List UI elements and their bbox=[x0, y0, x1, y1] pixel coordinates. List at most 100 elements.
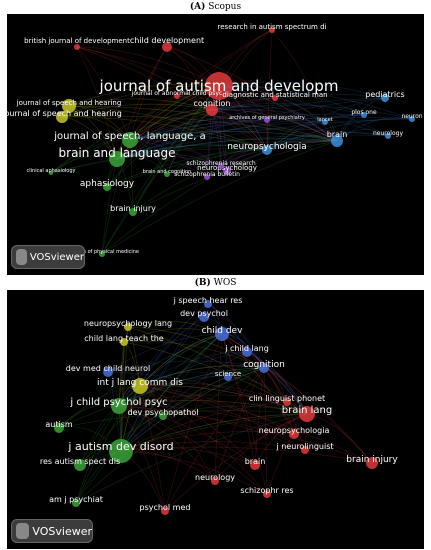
network-node[interactable] bbox=[199, 312, 209, 322]
network-node[interactable] bbox=[205, 72, 233, 100]
link-line bbox=[118, 405, 216, 482]
node-label: neuropsychologia bbox=[227, 142, 307, 152]
link-line bbox=[120, 431, 295, 452]
vosviewer-logo-text: VOSviewer bbox=[29, 251, 84, 263]
link-line bbox=[139, 333, 223, 387]
network-node[interactable] bbox=[204, 300, 212, 308]
link-line bbox=[129, 109, 213, 141]
link-line bbox=[221, 333, 373, 464]
vosviewer-logo: VOSviewer bbox=[11, 245, 85, 269]
network-node[interactable] bbox=[242, 347, 252, 357]
node-label: diagnostic and statistical man bbox=[222, 91, 327, 99]
node-label: neuron bbox=[401, 113, 422, 120]
node-label: j child psychol psyc bbox=[69, 397, 167, 408]
link-line bbox=[107, 333, 223, 373]
network-node[interactable] bbox=[223, 167, 231, 175]
network-node[interactable] bbox=[111, 398, 127, 414]
network-node[interactable] bbox=[129, 208, 137, 216]
link-line bbox=[120, 450, 268, 495]
link-line bbox=[123, 340, 265, 369]
network-node[interactable] bbox=[215, 327, 229, 341]
network-node[interactable] bbox=[259, 363, 269, 373]
link-lines bbox=[58, 303, 373, 512]
link-line bbox=[132, 85, 220, 213]
network-node[interactable] bbox=[211, 477, 219, 485]
link-line bbox=[246, 351, 308, 415]
network-node[interactable] bbox=[49, 171, 53, 175]
link-line bbox=[58, 385, 141, 429]
network-node[interactable] bbox=[132, 378, 148, 394]
network-node[interactable] bbox=[124, 323, 132, 331]
link-line bbox=[118, 400, 308, 415]
link-line bbox=[129, 117, 413, 141]
network-node[interactable] bbox=[206, 104, 218, 116]
link-line bbox=[76, 46, 118, 160]
network-node[interactable] bbox=[204, 174, 210, 180]
link-line bbox=[101, 139, 131, 255]
link-line bbox=[118, 351, 248, 407]
link-line bbox=[61, 115, 131, 141]
node-label: journal of abnormal child psyc bbox=[131, 90, 223, 97]
node-label: child development bbox=[130, 36, 204, 45]
network-node[interactable] bbox=[381, 94, 389, 102]
vosviewer-logo-text: VOSviewer bbox=[32, 524, 92, 538]
network-node[interactable] bbox=[56, 111, 68, 123]
network-node[interactable] bbox=[72, 499, 80, 507]
network-node[interactable] bbox=[361, 112, 367, 118]
link-line bbox=[120, 376, 229, 452]
link-line bbox=[61, 85, 220, 118]
link-line bbox=[218, 85, 413, 120]
network-node[interactable] bbox=[264, 117, 270, 123]
network-node[interactable] bbox=[385, 133, 391, 139]
network-node[interactable] bbox=[301, 446, 309, 454]
network-node[interactable] bbox=[99, 251, 105, 257]
link-line bbox=[162, 333, 223, 417]
network-node[interactable] bbox=[62, 99, 76, 113]
network-node[interactable] bbox=[289, 429, 299, 439]
network-node[interactable] bbox=[409, 116, 415, 122]
network-node[interactable] bbox=[283, 398, 291, 406]
network-node[interactable] bbox=[74, 459, 86, 471]
link-line bbox=[162, 405, 308, 417]
network-node[interactable] bbox=[269, 27, 275, 33]
network-node[interactable] bbox=[322, 119, 328, 125]
network-node[interactable] bbox=[74, 44, 80, 50]
link-line bbox=[116, 152, 222, 167]
network-node[interactable] bbox=[109, 439, 133, 463]
link-line bbox=[211, 103, 365, 116]
link-line bbox=[120, 367, 265, 452]
network-node[interactable] bbox=[250, 460, 260, 470]
network-node[interactable] bbox=[272, 95, 278, 101]
node-label: journal of speech, language, a bbox=[53, 131, 206, 142]
network-node[interactable] bbox=[331, 135, 343, 147]
link-line bbox=[176, 95, 268, 151]
network-node[interactable] bbox=[164, 171, 170, 177]
link-line bbox=[139, 365, 265, 387]
network-node[interactable] bbox=[224, 373, 232, 381]
link-line bbox=[116, 46, 168, 160]
network-node[interactable] bbox=[103, 183, 111, 191]
link-line bbox=[176, 95, 338, 142]
link-line bbox=[129, 46, 168, 141]
network-node[interactable] bbox=[120, 338, 128, 346]
network-node[interactable] bbox=[162, 42, 172, 52]
network-node[interactable] bbox=[262, 145, 272, 155]
link-line bbox=[129, 97, 276, 141]
link-line bbox=[266, 135, 338, 151]
network-node[interactable] bbox=[159, 412, 167, 420]
network-node[interactable] bbox=[109, 151, 125, 167]
network-node[interactable] bbox=[366, 457, 378, 469]
network-node[interactable] bbox=[174, 93, 180, 99]
network-node[interactable] bbox=[122, 132, 138, 148]
network-node[interactable] bbox=[299, 406, 315, 422]
network-node[interactable] bbox=[263, 490, 271, 498]
network-node[interactable] bbox=[54, 423, 64, 433]
link-line bbox=[75, 385, 141, 504]
node-label: child dev bbox=[202, 326, 243, 336]
link-line bbox=[118, 376, 229, 407]
network-node[interactable] bbox=[161, 507, 169, 515]
link-line bbox=[132, 140, 338, 213]
network-node[interactable] bbox=[218, 163, 224, 169]
network-node[interactable] bbox=[103, 367, 113, 377]
link-line bbox=[50, 85, 220, 174]
